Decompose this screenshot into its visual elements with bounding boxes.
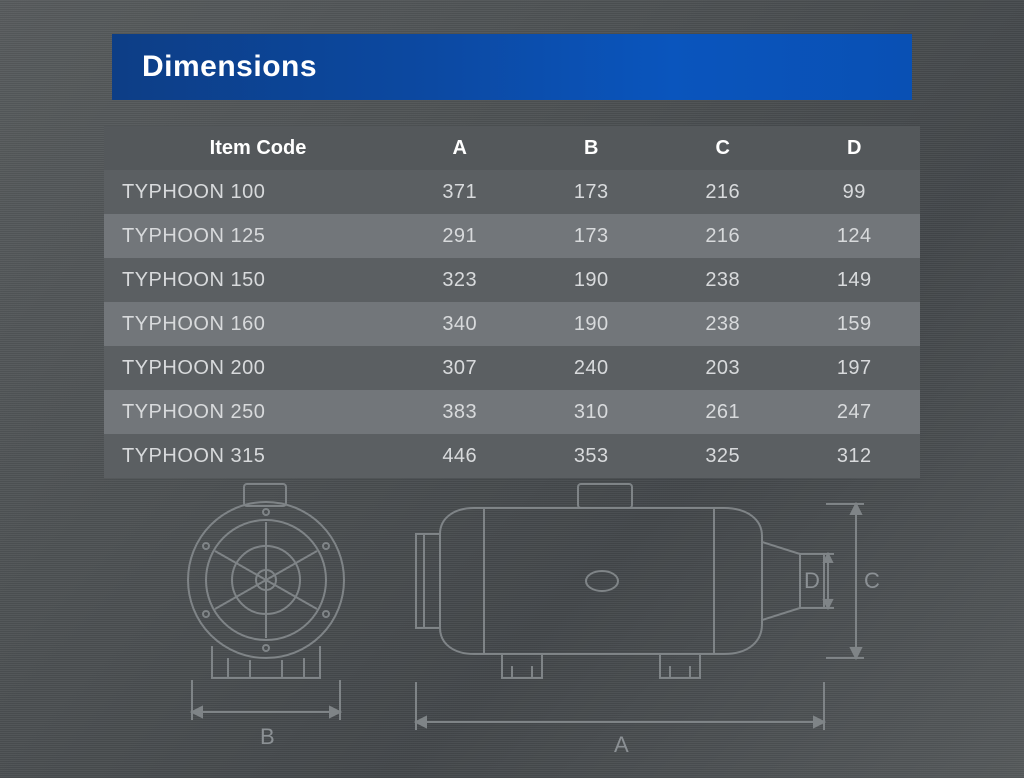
table-cell: 310 (526, 390, 658, 434)
table-row: TYPHOON 150 323 190 238 149 (104, 258, 920, 302)
table-cell: TYPHOON 125 (104, 214, 394, 258)
table-cell: 216 (657, 214, 789, 258)
table-cell: 261 (657, 390, 789, 434)
diagram-label-b: B (260, 724, 275, 749)
table-cell: TYPHOON 200 (104, 346, 394, 390)
dimensions-table-container: Item Code A B C D TYPHOON 100 371 173 21… (104, 126, 920, 478)
table-cell: 190 (526, 258, 658, 302)
table-row: TYPHOON 250 383 310 261 247 (104, 390, 920, 434)
table-cell: TYPHOON 250 (104, 390, 394, 434)
col-header-c: C (657, 126, 789, 170)
table-cell: 340 (394, 302, 526, 346)
table-cell: 173 (526, 170, 658, 214)
col-header-d: D (789, 126, 921, 170)
table-cell: TYPHOON 150 (104, 258, 394, 302)
table-cell: 238 (657, 258, 789, 302)
table-cell: TYPHOON 100 (104, 170, 394, 214)
table-cell: 247 (789, 390, 921, 434)
col-header-item-code: Item Code (104, 126, 394, 170)
table-cell: TYPHOON 160 (104, 302, 394, 346)
table-cell: 307 (394, 346, 526, 390)
table-cell: 216 (657, 170, 789, 214)
table-cell: 203 (657, 346, 789, 390)
table-header-row: Item Code A B C D (104, 126, 920, 170)
table-cell: 323 (394, 258, 526, 302)
table-cell: 238 (657, 302, 789, 346)
dimensions-table: Item Code A B C D TYPHOON 100 371 173 21… (104, 126, 920, 478)
technical-diagram: B A D C (104, 468, 920, 768)
table-cell: 173 (526, 214, 658, 258)
table-cell: 371 (394, 170, 526, 214)
section-title: Dimensions (142, 50, 317, 84)
diagram-label-a: A (614, 732, 629, 757)
col-header-b: B (526, 126, 658, 170)
table-cell: 190 (526, 302, 658, 346)
table-cell: 149 (789, 258, 921, 302)
table-row: TYPHOON 100 371 173 216 99 (104, 170, 920, 214)
table-body: TYPHOON 100 371 173 216 99 TYPHOON 125 2… (104, 170, 920, 478)
table-cell: 99 (789, 170, 921, 214)
table-row: TYPHOON 160 340 190 238 159 (104, 302, 920, 346)
table-row: TYPHOON 200 307 240 203 197 (104, 346, 920, 390)
section-title-bar: Dimensions (112, 34, 912, 100)
table-row: TYPHOON 125 291 173 216 124 (104, 214, 920, 258)
table-cell: 240 (526, 346, 658, 390)
table-cell: 383 (394, 390, 526, 434)
table-cell: 197 (789, 346, 921, 390)
diagram-svg: B A D C (104, 468, 920, 768)
col-header-a: A (394, 126, 526, 170)
table-cell: 291 (394, 214, 526, 258)
diagram-label-c: C (864, 568, 880, 593)
diagram-label-d: D (804, 568, 820, 593)
table-cell: 159 (789, 302, 921, 346)
table-cell: 124 (789, 214, 921, 258)
